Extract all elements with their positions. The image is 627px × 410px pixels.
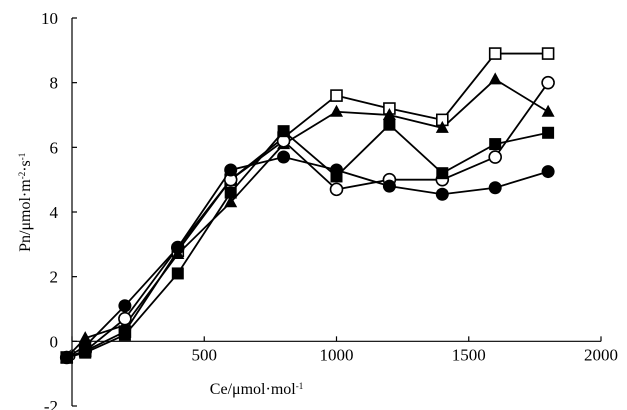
data-point-filled-square [224,186,237,199]
data-point-open-circle [118,311,132,326]
y-tick-label: 8 [50,74,59,93]
x-tick-label: 2000 [584,345,618,364]
series-line-filled-triangle [66,78,549,359]
data-point-filled-triangle [224,195,238,208]
data-point-filled-triangle [382,108,396,120]
data-point-filled-triangle [488,72,502,85]
data-point-filled-triangle [78,331,92,344]
x-tick-label: 1000 [320,345,354,364]
series-markers [59,47,555,365]
y-tick-label: 2 [50,268,59,287]
data-point-filled-triangle [541,104,555,117]
y-axis-title: Pn/μmol·m-2·s-1 [17,153,34,252]
data-point-open-circle [329,182,344,197]
data-point-filled-square [118,328,131,341]
data-point-filled-circle [541,165,555,179]
data-point-filled-triangle [330,104,343,117]
data-point-filled-square [277,125,290,138]
data-point-filled-square [171,267,184,280]
series-line-open-square [66,52,549,359]
tick-marks [71,17,602,407]
data-point-filled-circle [224,163,238,177]
x-tick-label: 500 [192,345,218,364]
data-point-filled-circle [382,179,396,193]
y-tick-label: 0 [50,332,59,351]
data-point-filled-square [383,118,396,131]
y-tick-label: 6 [50,138,59,157]
data-point-filled-circle [435,187,449,201]
data-point-open-circle [488,150,503,164]
series-lines [66,52,549,359]
series-line-filled-square [66,123,549,359]
y-tick-label: 4 [50,203,59,222]
data-point-open-circle [541,75,555,90]
data-point-filled-circle [488,181,502,195]
data-point-open-square [541,47,555,60]
x-axis-title: Ce/μmol·mol-1 [210,381,303,398]
data-point-filled-circle [118,299,132,313]
x-tick-label: 1500 [452,345,486,364]
data-point-filled-triangle [435,120,449,133]
data-point-filled-square [489,138,502,151]
data-point-filled-circle [277,150,291,164]
data-point-filled-circle [60,351,74,364]
data-point-filled-circle [171,241,185,255]
data-point-filled-circle [330,163,343,177]
data-point-open-square [488,47,502,60]
y-tick-label: 10 [41,9,58,28]
y-tick-label: -2 [44,397,58,410]
data-point-filled-square [436,167,449,180]
data-point-open-square [330,89,343,102]
data-point-filled-square [542,126,555,139]
series-line-open-circle [66,82,549,359]
data-point-filled-circle [78,339,92,353]
series-line-filled-circle [66,156,549,359]
